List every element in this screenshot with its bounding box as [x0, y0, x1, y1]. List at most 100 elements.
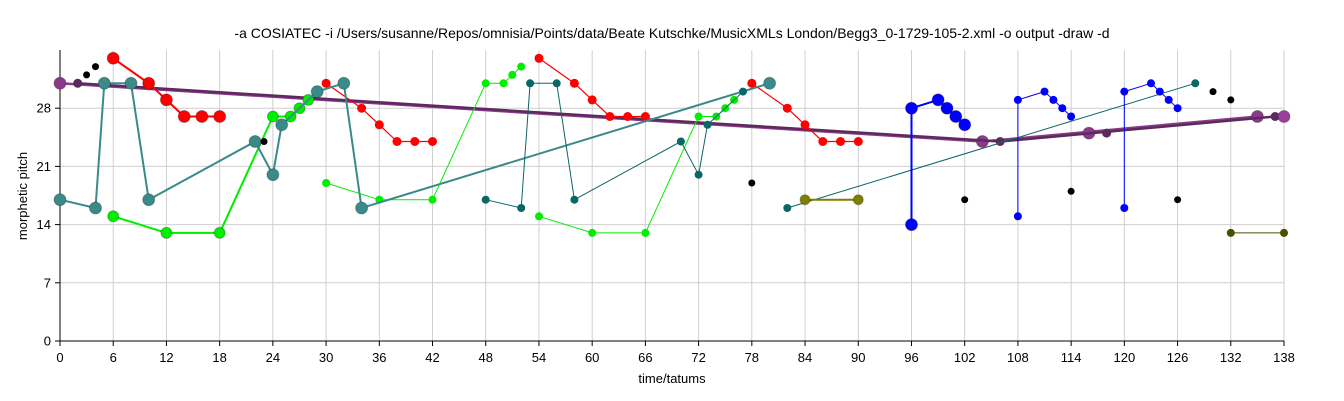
data-point	[569, 78, 579, 88]
data-point	[321, 78, 331, 88]
x-tick-label: 132	[1220, 350, 1242, 365]
y-tick-label: 0	[44, 334, 51, 349]
data-point	[1191, 79, 1200, 88]
data-point	[337, 76, 351, 90]
y-axis-label: morphetic pitch	[15, 152, 30, 240]
data-point	[748, 179, 756, 187]
x-tick-label: 66	[638, 350, 652, 365]
data-point	[931, 93, 945, 107]
x-tick-label: 78	[745, 350, 759, 365]
data-point	[958, 118, 972, 132]
data-point	[782, 103, 792, 113]
data-point	[374, 120, 384, 130]
data-point	[428, 195, 437, 204]
data-point	[1013, 95, 1022, 104]
series-16	[799, 194, 864, 206]
data-point	[160, 226, 173, 239]
data-point	[623, 112, 633, 121]
data-point	[1058, 104, 1067, 113]
data-point	[783, 204, 792, 212]
series-line	[787, 82, 1196, 209]
data-point	[905, 218, 918, 232]
data-point	[357, 103, 367, 113]
data-point	[410, 137, 420, 146]
data-point	[961, 196, 969, 204]
data-point	[1173, 104, 1182, 113]
x-tick-label: 30	[319, 350, 333, 365]
x-tick-label: 138	[1273, 350, 1295, 365]
series-10	[53, 76, 777, 215]
data-point	[1155, 87, 1164, 96]
data-point	[142, 193, 156, 207]
data-point	[818, 137, 828, 146]
data-point	[517, 204, 526, 212]
data-point	[1280, 228, 1288, 237]
data-point	[676, 137, 685, 146]
x-tick-label: 120	[1113, 350, 1135, 365]
data-point	[1174, 196, 1182, 204]
data-point	[97, 76, 111, 90]
data-point	[1120, 87, 1129, 96]
data-point	[949, 110, 963, 123]
x-tick-label: 60	[585, 350, 599, 365]
data-point	[905, 101, 918, 115]
series-0	[53, 76, 1264, 148]
data-point	[703, 120, 712, 129]
data-point	[428, 137, 437, 146]
data-point	[1164, 95, 1173, 104]
series-3	[106, 51, 227, 123]
data-point	[89, 201, 102, 215]
series-1	[73, 78, 1280, 146]
series-5	[534, 53, 650, 121]
series-11	[481, 79, 747, 212]
y-tick-label: 21	[37, 159, 51, 174]
data-point	[142, 76, 156, 90]
series-line	[982, 115, 1258, 143]
data-point	[853, 137, 863, 146]
series-13	[905, 93, 972, 232]
data-point	[1226, 228, 1235, 237]
data-point	[535, 212, 543, 221]
x-tick-label: 114	[1061, 350, 1082, 365]
x-tick-label: 54	[532, 350, 546, 365]
data-point	[605, 112, 615, 121]
data-point	[310, 85, 324, 99]
series-4	[321, 78, 437, 146]
data-point	[1040, 87, 1049, 96]
x-tick-label: 18	[212, 350, 226, 365]
series-8	[322, 62, 526, 204]
x-axis-label: time/tatums	[638, 371, 706, 386]
data-point	[481, 79, 490, 88]
x-tick-label: 36	[372, 350, 386, 365]
data-point	[1270, 112, 1280, 121]
series-line	[77, 82, 1001, 143]
data-point	[588, 228, 597, 237]
data-point	[1067, 112, 1076, 121]
data-point	[106, 51, 120, 65]
data-point	[481, 195, 490, 204]
data-point	[800, 120, 810, 130]
series-6	[747, 78, 863, 146]
data-point	[694, 170, 703, 179]
x-tick-label: 0	[56, 350, 63, 365]
data-point	[508, 70, 517, 79]
data-point	[534, 53, 544, 63]
data-point	[92, 63, 99, 71]
data-point	[213, 110, 227, 123]
x-tick-label: 90	[851, 350, 865, 365]
data-point	[747, 78, 757, 88]
data-point	[570, 195, 579, 204]
data-point	[1067, 187, 1075, 195]
data-point	[124, 76, 138, 90]
x-tick-label: 6	[110, 350, 117, 365]
data-point	[159, 93, 173, 107]
data-point	[763, 76, 777, 90]
data-point	[1120, 204, 1129, 212]
data-point	[392, 137, 402, 146]
series-2	[1277, 110, 1291, 123]
data-point	[248, 135, 262, 148]
x-tick-label: 108	[1007, 350, 1029, 365]
data-point	[1013, 212, 1022, 221]
